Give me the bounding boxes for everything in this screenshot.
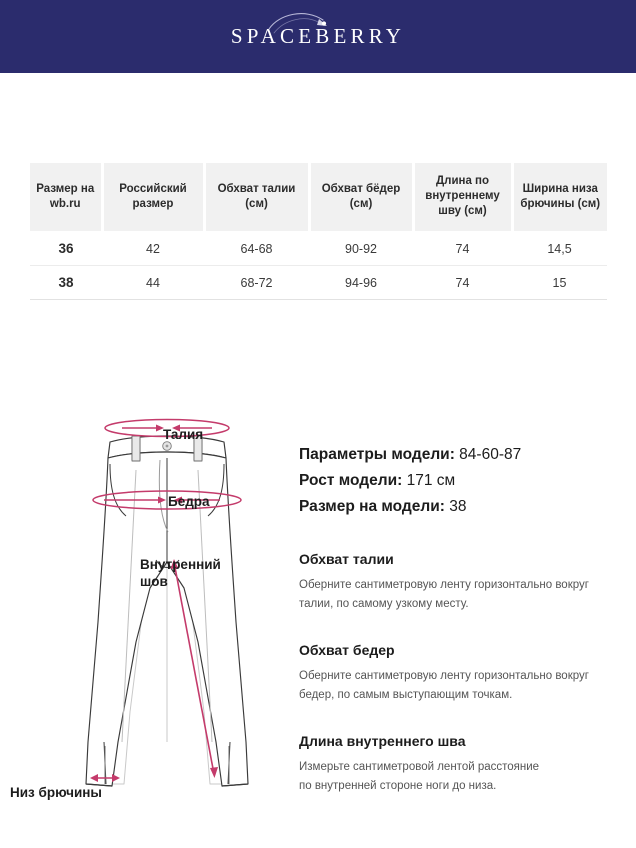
column-header-ru-size: Российский размер: [102, 163, 206, 232]
table-header-row: Размер на wb.ru Российский размер Обхват…: [30, 163, 607, 232]
hips-measure-ellipse: [92, 490, 242, 510]
table-row: 38 44 68-72 94-96 74 15: [30, 265, 607, 300]
instruction-inseam: Длина внутреннего шва Измерьте сантиметр…: [299, 731, 629, 796]
instruction-hips: Обхват бедер Оберните сантиметровую лент…: [299, 640, 629, 705]
cell-hips: 90-92: [309, 231, 413, 266]
column-header-hips: Обхват бёдер (см): [309, 163, 415, 232]
comet-swoosh-icon: [268, 13, 327, 34]
model-height-value: 171 см: [406, 472, 456, 489]
diagram-label-hem: Низ брючины: [10, 785, 102, 800]
table-row: 36 42 64-68 90-92 74 14,5: [30, 231, 607, 266]
brand-header: SPACEBERRY: [0, 0, 636, 73]
cell-inseam: 74: [413, 265, 512, 300]
measurement-info-panel: Параметры модели: 84-60-87 Рост модели: …: [299, 442, 629, 796]
model-size-label: Размер на модели:: [299, 498, 445, 515]
instruction-body: Оберните сантиметровую ленту горизонталь…: [299, 670, 589, 701]
instruction-title: Обхват бедер: [299, 642, 395, 658]
brand-name: SPACEBERRY: [230, 24, 406, 48]
waist-measure-ellipse: [104, 418, 230, 438]
instruction-body: Измерьте сантиметровой лентой расстояние…: [299, 761, 540, 792]
column-header-waist: Обхват талии (см): [204, 163, 311, 232]
model-height-label: Рост модели:: [299, 472, 403, 489]
cell-hem-width: 14,5: [512, 231, 607, 266]
diagram-label-waist: Талия: [163, 427, 204, 442]
inseam-measure-line: [173, 561, 215, 775]
instruction-title: Длина внутреннего шва: [299, 733, 466, 749]
column-header-wb-size: Размер на wb.ru: [30, 163, 104, 232]
instructions-list: Обхват талии Оберните сантиметровую лент…: [299, 549, 629, 796]
cell-waist: 64-68: [204, 231, 309, 266]
diagram-label-inseam: Внутренний шов: [140, 557, 221, 589]
model-params-label: Параметры модели:: [299, 446, 455, 463]
cell-ru-size: 44: [102, 265, 204, 300]
instruction-waist: Обхват талии Оберните сантиметровую лент…: [299, 549, 629, 614]
instruction-body: Оберните сантиметровую ленту горизонталь…: [299, 579, 589, 610]
cell-wb-size: 38: [30, 265, 102, 300]
cell-wb-size: 36: [30, 231, 102, 266]
diagram-label-hips: Бедра: [168, 494, 210, 509]
size-table: Размер на wb.ru Российский размер Обхват…: [30, 163, 607, 300]
model-params-value: 84-60-87: [459, 446, 522, 463]
cell-hem-width: 15: [512, 265, 607, 300]
brand-logo: SPACEBERRY: [230, 13, 406, 49]
instruction-title: Обхват талии: [299, 551, 394, 567]
cell-inseam: 74: [413, 231, 512, 266]
column-header-inseam: Длина по внутреннему шву (см): [413, 163, 514, 232]
model-size-line: Размер на модели: 38: [299, 494, 629, 520]
pants-measurement-diagram: [85, 418, 249, 787]
model-height-line: Рост модели: 171 см: [299, 468, 629, 494]
model-params-line: Параметры модели: 84-60-87: [299, 442, 629, 468]
cell-waist: 68-72: [204, 265, 309, 300]
column-header-hem-width: Ширина низа брючины (см): [512, 163, 607, 232]
cell-ru-size: 42: [102, 231, 204, 266]
cell-hips: 94-96: [309, 265, 413, 300]
model-size-value: 38: [449, 498, 467, 515]
